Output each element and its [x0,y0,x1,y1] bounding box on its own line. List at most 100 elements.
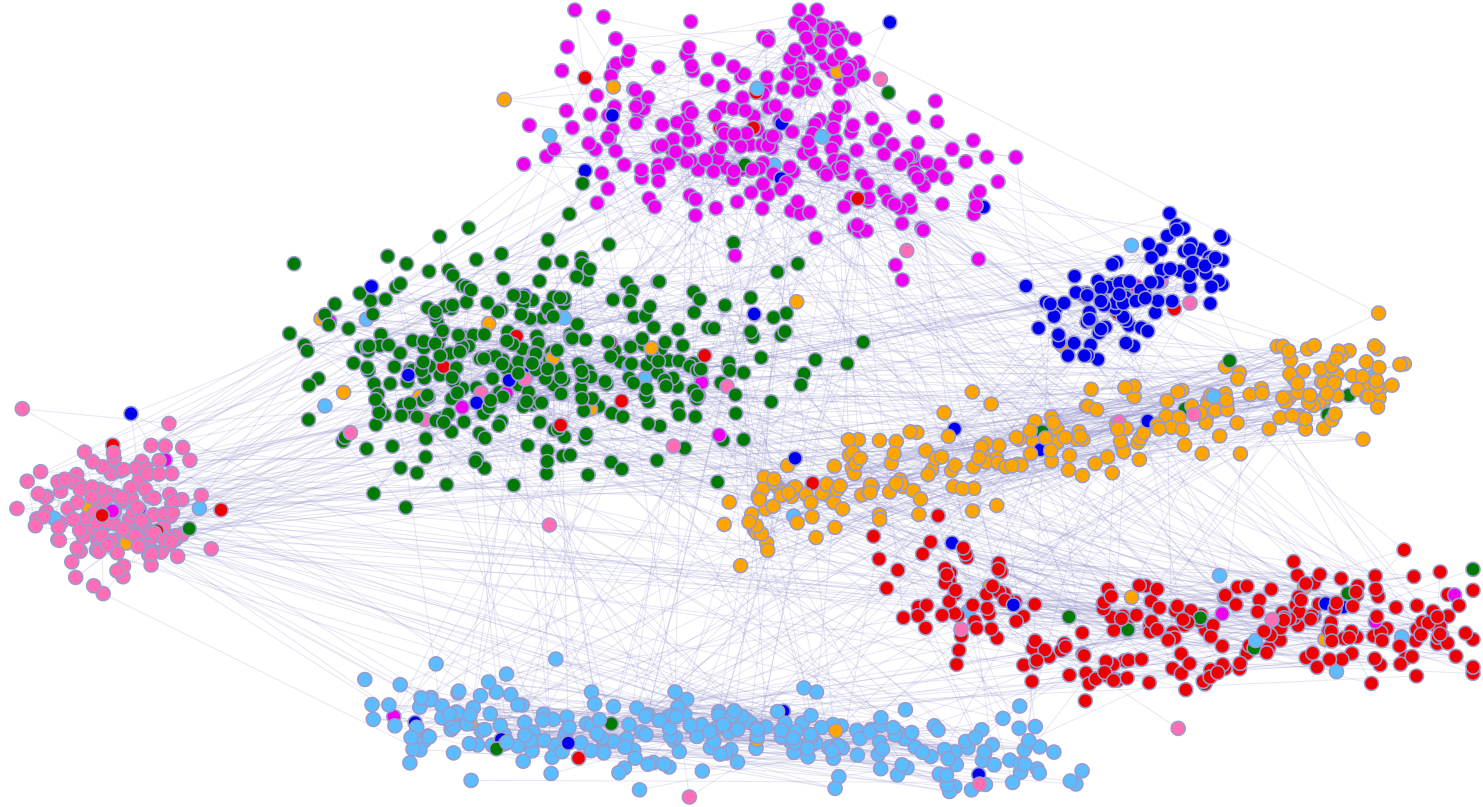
edge [678,414,1090,685]
node [890,562,906,578]
node [1232,445,1249,462]
node [903,724,920,741]
node [51,532,68,549]
node [573,363,590,380]
edge [585,438,985,755]
edge [756,198,870,737]
node [1170,383,1186,400]
node [417,449,434,465]
node [871,511,888,528]
node [384,438,401,455]
node [725,58,742,75]
node [1275,389,1291,406]
node [1302,387,1318,403]
node [602,348,619,365]
node [894,272,911,288]
edge [561,70,698,396]
edge [1240,394,1350,455]
node [964,503,981,519]
node [650,173,667,189]
node [540,231,556,248]
node [380,337,397,353]
node [1209,664,1226,681]
edge [150,263,546,446]
node [986,756,1002,773]
edge [678,414,1206,685]
node [1061,609,1077,625]
node [713,140,729,156]
node [970,251,987,267]
edge [677,464,1022,708]
edge [1036,549,1405,661]
node [674,337,691,354]
node [169,548,186,565]
edge [614,106,656,207]
node [1457,625,1474,641]
node [825,120,842,136]
edge [695,205,977,216]
edge [611,488,963,725]
node [1005,597,1022,613]
node [586,696,603,712]
edge [796,58,1078,440]
edge [535,369,600,720]
node [914,744,931,761]
node [872,71,889,87]
node [553,386,569,402]
edge [462,348,1270,430]
node [743,184,760,201]
node [872,760,889,777]
node [964,384,981,400]
edge [101,514,1004,719]
node [871,432,888,449]
edge [922,230,995,765]
node [595,744,612,761]
node [848,142,865,159]
node [645,319,662,336]
edge [136,318,367,469]
node [1087,455,1103,472]
node [849,190,866,207]
node [577,70,593,86]
node [1284,407,1300,424]
node [753,349,769,366]
node [789,193,806,210]
node [151,452,167,469]
node [1261,420,1277,437]
node [498,666,515,682]
node [855,334,871,350]
edge [743,372,750,523]
node [715,78,732,94]
edge [852,438,1364,453]
edge [415,675,1417,724]
node [1118,335,1134,351]
node [515,156,532,172]
node [1354,368,1371,385]
node [813,33,829,50]
node [955,540,972,556]
node [1162,260,1179,277]
edge [100,431,917,490]
edge [488,681,939,731]
node [682,717,699,734]
node [715,716,731,733]
node [1018,278,1034,294]
edge [1016,436,1376,577]
node [930,507,947,524]
node [807,351,824,368]
node [1432,564,1448,580]
node [638,726,654,743]
node [1011,720,1027,737]
node [467,453,484,470]
node [1413,626,1429,643]
node [365,711,382,728]
edge [392,421,1119,447]
edge [644,229,1177,380]
node [621,43,638,59]
node [621,716,637,733]
node [496,91,513,108]
node [726,163,742,179]
node [1142,274,1159,291]
node [742,289,759,306]
node [1256,623,1272,640]
